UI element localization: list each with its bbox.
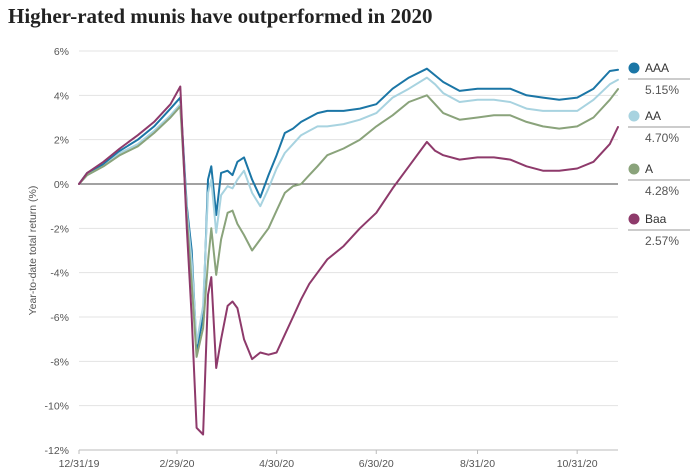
legend-value-a: 4.28%: [645, 184, 679, 198]
x-tick-label: 12/31/19: [59, 458, 100, 470]
legend-marker-a: [628, 163, 640, 175]
y-tick-label: 2%: [54, 135, 69, 147]
y-tick-label: -4%: [50, 268, 69, 280]
legend-name-aa: AA: [645, 109, 661, 123]
legend-marker-aa: [628, 110, 640, 122]
y-axis-title: Year-to-date total return (%): [27, 186, 39, 316]
y-tick-label: 0%: [54, 179, 69, 191]
y-tick-label: -6%: [50, 312, 69, 324]
legend-name-a: A: [645, 162, 653, 176]
x-tick-label: 4/30/20: [259, 458, 294, 470]
legend-name-aaa: AAA: [645, 61, 669, 75]
y-tick-label: 6%: [54, 46, 69, 58]
series-line-baa: [78, 85, 619, 436]
y-tick-label: -8%: [50, 356, 69, 368]
x-tick-label: 2/29/20: [159, 458, 194, 470]
y-tick-label: -12%: [44, 445, 69, 457]
x-tick-label: 6/30/20: [359, 458, 394, 470]
legend-name-baa: Baa: [645, 212, 667, 226]
legend-value-aa: 4.70%: [645, 131, 679, 145]
chart-title: Higher-rated munis have outperformed in …: [8, 4, 433, 28]
legend-marker-baa: [628, 213, 640, 225]
series-line-aa: [78, 76, 619, 345]
y-tick-label: 4%: [54, 90, 69, 102]
y-tick-label: -10%: [44, 401, 69, 413]
legend-value-baa: 2.57%: [645, 234, 679, 248]
legend-marker-aaa: [628, 62, 640, 74]
y-tick-label: -2%: [50, 223, 69, 235]
legend-value-aaa: 5.15%: [645, 83, 679, 97]
x-tick-label: 10/31/20: [557, 458, 598, 470]
x-tick-label: 8/31/20: [460, 458, 495, 470]
